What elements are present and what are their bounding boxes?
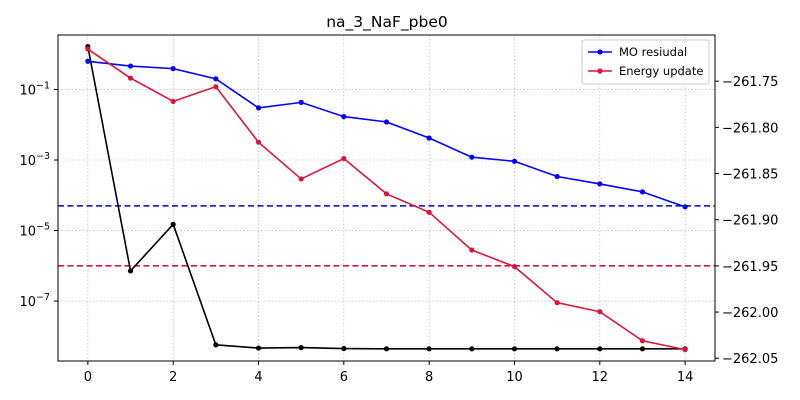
- data-point: [469, 247, 475, 253]
- data-point: [426, 135, 432, 141]
- data-point: [597, 309, 603, 315]
- data-point: [170, 98, 176, 104]
- threshold-lines: [58, 205, 715, 267]
- legend-label: MO resiudal: [619, 45, 687, 59]
- data-point: [554, 300, 560, 306]
- chart-title: na_3_NaF_pbe0: [326, 13, 448, 32]
- data-point: [127, 268, 134, 274]
- right-tick-label: −262.00: [722, 306, 778, 321]
- data-point: [341, 155, 347, 162]
- left-tick-label: 10−1: [19, 80, 50, 98]
- data-point: [469, 346, 475, 352]
- data-point: [255, 345, 262, 351]
- data-point: [170, 66, 176, 72]
- data-point: [639, 346, 646, 352]
- series-lines: [85, 43, 688, 353]
- right-tick-label: −262.05: [722, 352, 778, 367]
- x-tick-label: 6: [340, 370, 348, 385]
- data-point: [554, 346, 560, 352]
- data-point: [511, 263, 518, 270]
- data-point: [255, 139, 262, 145]
- right-tick-label: −261.80: [722, 121, 778, 136]
- legend-box: [581, 39, 710, 85]
- x-tick-label: 0: [84, 370, 92, 385]
- left-y-axis: 10−1 10−3 10−5 10−7: [19, 80, 58, 310]
- data-point: [426, 209, 432, 215]
- data-point: [511, 346, 518, 352]
- left-tick-label: 10−3: [19, 151, 50, 169]
- data-point: [383, 191, 390, 197]
- right-tick-label: −261.75: [722, 75, 778, 90]
- data-point: [170, 221, 176, 227]
- right-tick-label: −261.95: [722, 260, 778, 275]
- legend-swatch-marker: [597, 49, 603, 55]
- legend-label: Energy update: [619, 64, 703, 78]
- data-point: [213, 84, 219, 90]
- x-tick-label: 12: [592, 370, 609, 385]
- left-tick-label: 10−7: [19, 292, 50, 310]
- data-point: [341, 345, 347, 352]
- data-point: [127, 63, 134, 69]
- data-point: [213, 342, 219, 348]
- data-point: [639, 189, 646, 195]
- data-point: [298, 99, 304, 105]
- data-point: [85, 46, 91, 52]
- data-point: [554, 173, 560, 180]
- data-point: [383, 119, 390, 125]
- data-point: [682, 347, 688, 353]
- data-point: [383, 346, 390, 352]
- data-point: [127, 75, 134, 81]
- right-y-axis: −261.75 −261.80 −261.85 −261.90 −261.95 −262.…: [715, 75, 778, 367]
- plot-frame: [57, 34, 716, 362]
- data-point: [341, 114, 347, 120]
- right-tick-label: −261.85: [722, 168, 778, 183]
- x-tick-label: 8: [425, 370, 433, 385]
- x-axis: 0 2 4 6 8 10 12 14: [84, 361, 694, 385]
- data-point: [298, 176, 304, 182]
- right-tick-label: −261.90: [722, 214, 778, 229]
- left-tick-label: 10−5: [19, 222, 50, 240]
- data-point: [639, 338, 646, 344]
- data-point: [469, 154, 475, 160]
- data-point: [597, 346, 603, 352]
- data-point: [682, 204, 688, 210]
- x-tick-label: 4: [254, 370, 262, 385]
- data-point: [426, 346, 432, 352]
- x-tick-label: 14: [677, 370, 694, 385]
- data-point: [85, 58, 91, 64]
- data-point: [298, 345, 304, 351]
- data-point: [255, 105, 262, 111]
- legend: MO resiudal Energy update: [581, 39, 710, 85]
- x-tick-label: 2: [169, 370, 177, 385]
- legend-swatch-marker: [597, 68, 603, 74]
- x-tick-label: 10: [506, 370, 523, 385]
- data-point: [213, 76, 219, 82]
- data-point: [597, 181, 603, 187]
- data-point: [511, 158, 518, 164]
